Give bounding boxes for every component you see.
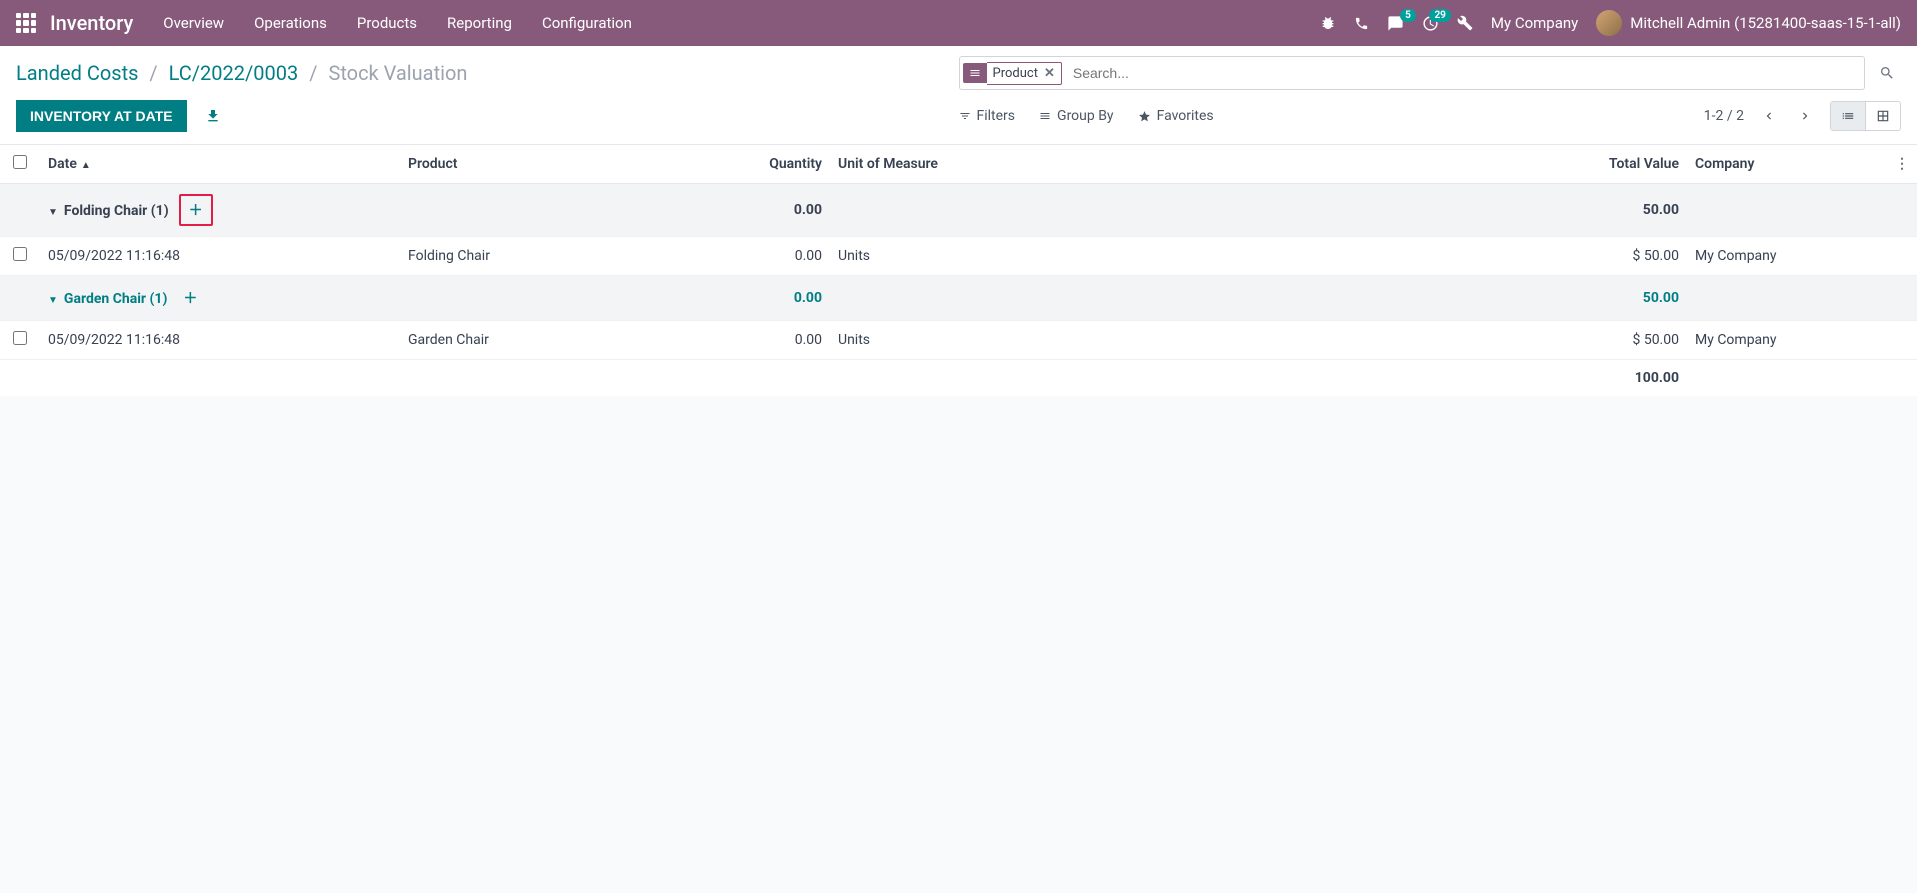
table-row[interactable]: 05/09/2022 11:16:48Folding Chair0.00Unit… [0,237,1917,276]
control-panel: Landed Costs / LC/2022/0003 / Stock Valu… [0,46,1917,145]
cell-date: 05/09/2022 11:16:48 [40,237,400,276]
group-qty: 0.00 [730,184,830,237]
cell-uom: Units [830,237,1030,276]
cell-total: $ 50.00 [1030,321,1687,360]
column-date[interactable]: Date▲ [40,145,400,184]
favorites-dropdown[interactable]: Favorites [1138,108,1214,124]
menu-products[interactable]: Products [357,14,417,32]
cell-product: Folding Chair [400,237,730,276]
select-all-checkbox[interactable] [13,155,27,169]
pager-text[interactable]: 1-2 / 2 [1704,108,1744,124]
menu-reporting[interactable]: Reporting [447,14,512,32]
apps-icon[interactable] [16,13,36,33]
column-company[interactable]: Company [1687,145,1887,184]
cell-date: 05/09/2022 11:16:48 [40,321,400,360]
app-brand[interactable]: Inventory [50,11,133,35]
breadcrumb-landed-costs[interactable]: Landed Costs [16,61,138,85]
column-options-icon[interactable]: ⋮ [1887,145,1917,184]
search-icon[interactable] [1873,59,1901,87]
groupby-icon [963,63,987,83]
view-switcher [1830,101,1901,131]
search-facet-product: Product ✕ [963,62,1062,85]
row-checkbox[interactable] [13,247,27,261]
groupby-dropdown[interactable]: Group By [1039,108,1114,124]
group-total: 50.00 [1030,184,1687,237]
menu-operations[interactable]: Operations [254,14,327,32]
group-add-icon[interactable]: ＋ [177,286,203,310]
grand-total-row: 100.00 [0,360,1917,397]
grand-total: 100.00 [1030,360,1687,397]
phone-icon[interactable] [1354,16,1369,31]
user-name: Mitchell Admin (15281400-saas-15-1-all) [1630,14,1901,32]
list-view-icon[interactable] [1831,102,1866,130]
column-quantity[interactable]: Quantity [730,145,830,184]
sort-asc-icon: ▲ [81,160,91,171]
cell-product: Garden Chair [400,321,730,360]
group-row[interactable]: ▼ Folding Chair (1) ＋ 0.00 50.00 [0,184,1917,237]
cell-total: $ 50.00 [1030,237,1687,276]
row-checkbox[interactable] [13,331,27,345]
column-product[interactable]: Product [400,145,730,184]
cell-company: My Company [1687,321,1887,360]
cell-qty: 0.00 [730,237,830,276]
search-input[interactable] [1065,61,1864,85]
messages-icon[interactable]: 5 [1387,15,1404,32]
breadcrumb: Landed Costs / LC/2022/0003 / Stock Valu… [16,61,467,85]
cell-uom: Units [830,321,1030,360]
pager-prev-icon[interactable] [1758,104,1780,128]
chevron-down-icon[interactable]: ▼ [48,207,58,218]
table-row[interactable]: 05/09/2022 11:16:48Garden Chair0.00Units… [0,321,1917,360]
chevron-down-icon[interactable]: ▼ [48,295,58,306]
activities-badge: 29 [1429,9,1450,22]
bug-icon[interactable] [1320,15,1336,31]
column-uom[interactable]: Unit of Measure [830,145,1030,184]
facet-remove-icon[interactable]: ✕ [1044,66,1055,81]
group-title: Folding Chair (1) [64,203,169,219]
group-row[interactable]: ▼ Garden Chair (1) ＋ 0.00 50.00 [0,276,1917,321]
messages-badge: 5 [1400,9,1416,22]
search-box[interactable]: Product ✕ [959,56,1866,90]
pivot-view-icon[interactable] [1866,102,1900,130]
menu-overview[interactable]: Overview [163,14,224,32]
cell-qty: 0.00 [730,321,830,360]
filters-dropdown[interactable]: Filters [959,108,1016,124]
user-menu[interactable]: Mitchell Admin (15281400-saas-15-1-all) [1596,10,1901,36]
facet-label-text: Product [993,66,1038,81]
inventory-at-date-button[interactable]: Inventory at Date [16,100,187,132]
download-icon[interactable] [205,108,221,124]
main-menu: Overview Operations Products Reporting C… [163,14,632,32]
list-view: Date▲ Product Quantity Unit of Measure T… [0,145,1917,396]
company-selector[interactable]: My Company [1491,14,1578,32]
group-total: 50.00 [1030,276,1687,321]
avatar [1596,10,1622,36]
group-add-icon[interactable]: ＋ [179,194,213,226]
pager-next-icon[interactable] [1794,104,1816,128]
breadcrumb-lc-record[interactable]: LC/2022/0003 [169,61,299,85]
cell-company: My Company [1687,237,1887,276]
column-total[interactable]: Total Value [1030,145,1687,184]
top-navbar: Inventory Overview Operations Products R… [0,0,1917,46]
activities-icon[interactable]: 29 [1422,15,1439,32]
group-title: Garden Chair (1) [64,291,167,307]
tools-icon[interactable] [1457,15,1473,31]
group-qty: 0.00 [730,276,830,321]
menu-configuration[interactable]: Configuration [542,14,632,32]
breadcrumb-current: Stock Valuation [328,61,467,85]
